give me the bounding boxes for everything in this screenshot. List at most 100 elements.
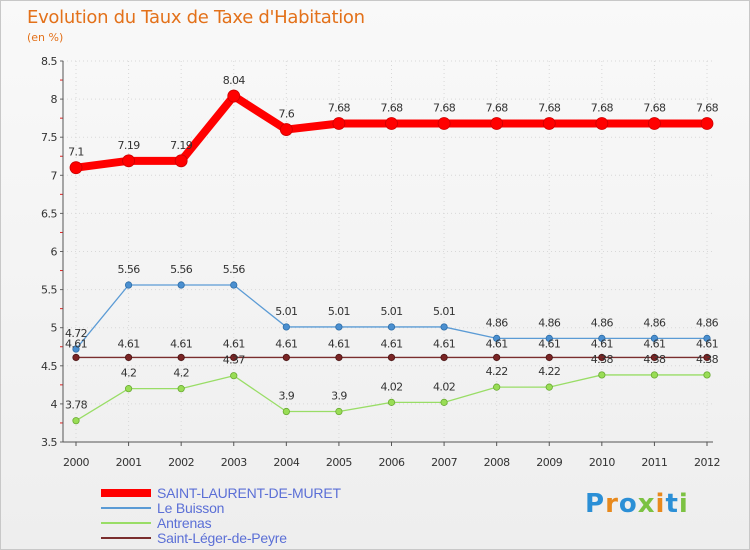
data-label: 7.68: [486, 101, 509, 114]
data-point: [545, 334, 553, 342]
data-label: 4.61: [591, 337, 613, 350]
data-label: 5.56: [118, 263, 141, 276]
data-label: 4.61: [118, 337, 140, 350]
data-point: [69, 161, 83, 175]
data-point: [332, 117, 346, 130]
data-label: 4.2: [173, 367, 189, 380]
data-point: [650, 353, 659, 362]
legend-swatch: [101, 522, 151, 524]
data-label: 3.78: [65, 399, 88, 412]
data-point: [542, 117, 556, 130]
legend-label: Le Buisson: [157, 500, 225, 516]
data-point: [282, 323, 290, 331]
data-point: [124, 353, 133, 362]
data-label: 7.68: [591, 101, 614, 114]
y-tick-label: 5.5: [41, 284, 57, 297]
data-point: [282, 407, 290, 416]
x-tick-label: 2004: [273, 456, 299, 469]
logo-letter: P: [585, 489, 606, 519]
x-tick-label: 2006: [379, 456, 405, 469]
data-point: [440, 398, 448, 406]
x-tick-label: 2010: [589, 456, 615, 469]
data-point: [72, 417, 80, 425]
data-point: [230, 372, 238, 380]
data-label: 4.86: [486, 316, 509, 329]
data-label: 4.61: [223, 337, 245, 350]
legend-label: Saint-Léger-de-Peyre: [157, 530, 287, 546]
data-label: 4.61: [275, 337, 297, 350]
data-point: [122, 154, 135, 168]
legend-label: Antrenas: [157, 515, 212, 531]
data-label: 4.37: [223, 354, 246, 367]
data-point: [279, 123, 293, 136]
data-point: [703, 353, 711, 362]
y-tick-label: 6.5: [41, 207, 57, 220]
data-label: 4.86: [696, 316, 719, 329]
data-point: [72, 353, 80, 362]
data-label: 7.68: [538, 101, 561, 114]
logo-letter: i: [678, 489, 689, 519]
x-tick-label: 2000: [63, 456, 89, 469]
data-point: [650, 371, 659, 379]
data-point: [177, 281, 185, 289]
data-point: [493, 383, 501, 391]
data-label: 4.2: [121, 367, 137, 380]
data-label: 4.86: [643, 316, 666, 329]
y-tick-label: 3.5: [41, 436, 57, 449]
data-point: [177, 385, 185, 393]
x-tick-label: 2007: [431, 456, 457, 469]
legend-swatch: [101, 489, 151, 497]
x-tick-label: 2012: [694, 456, 720, 469]
data-point: [595, 117, 609, 130]
x-tick-label: 2011: [641, 456, 667, 469]
y-tick-label: 4.5: [41, 360, 57, 373]
logo-letter: o: [618, 489, 638, 519]
data-label: 8.04: [223, 74, 246, 87]
data-point: [493, 334, 501, 342]
data-point: [177, 353, 185, 362]
data-label: 7.68: [433, 101, 456, 114]
data-label: 5.56: [170, 263, 193, 276]
data-label: 7.68: [643, 101, 666, 114]
data-label: 7.19: [170, 139, 193, 152]
logo-letter: i: [655, 489, 666, 519]
y-tick-label: 4: [51, 398, 58, 411]
data-label: 4.61: [65, 337, 87, 350]
data-label: 4.61: [328, 337, 350, 350]
chart-title: Evolution du Taux de Taxe d'Habitation: [27, 7, 365, 28]
data-label: 4.38: [696, 353, 719, 366]
data-point: [650, 334, 659, 342]
data-point: [598, 334, 606, 342]
data-point: [282, 353, 290, 362]
data-point: [335, 323, 343, 331]
data-point: [387, 323, 396, 331]
data-point: [437, 117, 451, 130]
logo-letter: x: [637, 489, 656, 519]
data-point: [648, 117, 661, 130]
logo-letter: t: [665, 489, 679, 519]
data-point: [124, 281, 133, 289]
data-label: 7.68: [380, 101, 403, 114]
data-point: [387, 353, 396, 362]
data-label: 4.61: [696, 337, 718, 350]
x-tick-label: 2002: [168, 456, 194, 469]
y-tick-label: 5: [51, 322, 58, 335]
legend-swatch: [101, 507, 151, 509]
data-label: 5.56: [223, 263, 246, 276]
data-label: 4.61: [433, 337, 455, 350]
chart-subtitle: (en %): [27, 31, 64, 44]
proxiti-logo: Proxiti: [585, 489, 689, 519]
data-label: 3.9: [331, 390, 347, 403]
data-label: 4.61: [170, 337, 192, 350]
x-tick-label: 2009: [536, 456, 562, 469]
data-point: [230, 353, 238, 362]
legend-swatch: [101, 537, 151, 539]
data-label: 4.86: [538, 316, 561, 329]
data-label: 5.01: [380, 305, 402, 318]
data-label: 7.68: [696, 101, 719, 114]
data-point: [490, 117, 504, 130]
data-point: [335, 407, 343, 416]
data-point: [545, 383, 553, 391]
y-tick-label: 8: [51, 93, 58, 106]
